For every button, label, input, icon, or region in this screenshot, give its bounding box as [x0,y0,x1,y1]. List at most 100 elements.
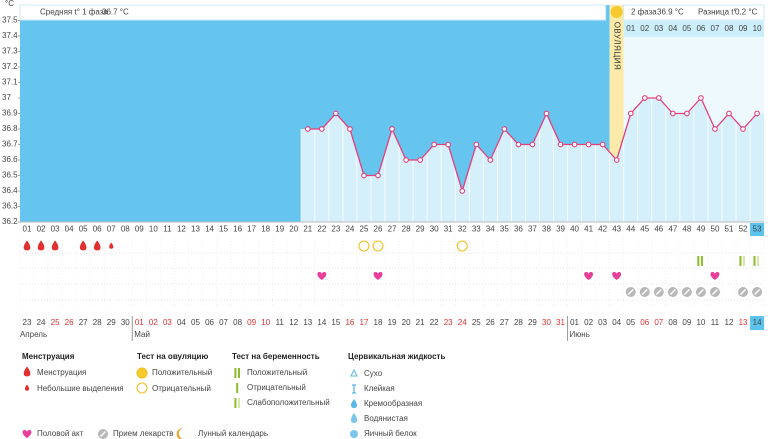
date-label: 15 [331,318,340,327]
date-label: 30 [542,318,551,327]
date-label: 31 [556,318,565,327]
temperature-point [333,110,339,117]
pregnancy-test-icon [234,368,240,378]
strip [753,256,756,266]
temperature-point [726,110,732,117]
x-tick-label: 33 [472,225,481,234]
pregnancy-test-icon [739,256,746,266]
y-tick-label: 36.6 [2,155,18,164]
y-tick-label: 37.5 [2,16,18,25]
phase2-day: 02 [640,24,649,33]
date-label: 08 [668,318,677,327]
temperature-point [515,141,522,148]
heart-icon [317,272,327,280]
temperature-point [655,95,662,101]
temperature-point [431,141,438,148]
x-tick-label: 01 [23,225,32,234]
drop-icon [24,384,30,391]
date-label: 24 [458,318,467,327]
legend-item: Клейкая [364,384,395,393]
temperature-point [712,126,718,132]
phase2-header [623,4,765,21]
x-tick-label: 51 [725,225,734,234]
legend-item: Лунный календарь [198,429,268,438]
y-tick-label: 37.2 [2,62,18,71]
phase2-day: 07 [711,24,720,33]
pill-slash [627,289,634,295]
drop-icon [93,240,101,251]
pregnancy-test-icon [753,256,760,266]
temperature-point [754,110,760,117]
pill-slash [641,289,648,295]
date-label: 09 [682,318,691,327]
phase1-label: Средняя t° 1 фаза [40,8,108,17]
date-label: 20 [402,318,411,327]
phase2-day: 06 [696,24,705,33]
legend-item: Менструация [37,368,86,377]
temperature-point [375,172,381,179]
date-label: 13 [303,318,312,327]
date-label: 13 [739,318,748,327]
date-label: 04 [177,318,186,327]
legend-title: Менструация [22,352,75,361]
date-label: 14 [317,318,326,327]
date-label: 12 [289,318,298,327]
date-label: 07 [219,318,228,327]
x-tick-label: 41 [584,225,593,234]
x-tick-label: 17 [247,225,256,234]
x-tick-label: 24 [345,225,354,234]
date-label: 06 [640,318,649,327]
x-tick-label: 20 [289,225,298,234]
strip [238,368,240,378]
x-tick-label: 48 [682,225,691,234]
date-label: 14 [753,318,762,327]
phase2-days-row [623,21,765,37]
x-tick-label: 30 [430,225,439,234]
y-tick-label: 37.4 [2,31,18,40]
legend-item: Положительный [247,368,307,377]
pill-slash [655,289,662,295]
x-tick-label: 12 [177,225,186,234]
pill-icon [667,287,678,297]
date-label: 06 [205,318,214,327]
x-tick-label: 44 [626,225,635,234]
x-tick-label: 13 [191,225,200,234]
legend-item: Отрицательный [247,383,306,392]
ovulation-negative-icon [372,240,384,252]
date-label: 10 [696,318,705,327]
date-label: 18 [374,318,383,327]
date-label: 16 [345,318,354,327]
date-label: 05 [626,318,635,327]
x-tick-label: 46 [654,225,663,234]
x-tick-label: 04 [65,225,74,234]
strip [739,256,742,266]
temperature-point [459,188,466,194]
date-label: 09 [247,318,256,327]
date-label: 28 [514,318,523,327]
date-label: 03 [163,318,172,327]
date-label: 02 [584,318,593,327]
cervical-icon [352,384,356,394]
heart-icon [22,430,32,438]
date-label: 22 [430,318,439,327]
month-label: Май [134,330,150,339]
strip [697,256,700,266]
date-label: 04 [612,318,621,327]
phase2-avg: 36.9 °C [657,8,684,17]
temperature-point [669,110,676,117]
date-label: 23 [23,318,32,327]
temperature-point [684,110,690,117]
moon-icon [176,427,186,439]
temperature-point [613,157,620,163]
strip [238,398,240,408]
phase2-day: 05 [682,24,691,33]
x-tick-label: 06 [93,225,102,234]
date-label: 29 [528,318,537,327]
date-label: 21 [416,318,425,327]
y-unit: °C [5,0,14,8]
temperature-point [417,157,423,163]
legend-title: Цервикальная жидкость [348,352,445,361]
drop-icon [51,240,59,251]
legend-item: Прием лекарств [113,429,173,438]
y-tick-label: 37.1 [2,78,18,87]
